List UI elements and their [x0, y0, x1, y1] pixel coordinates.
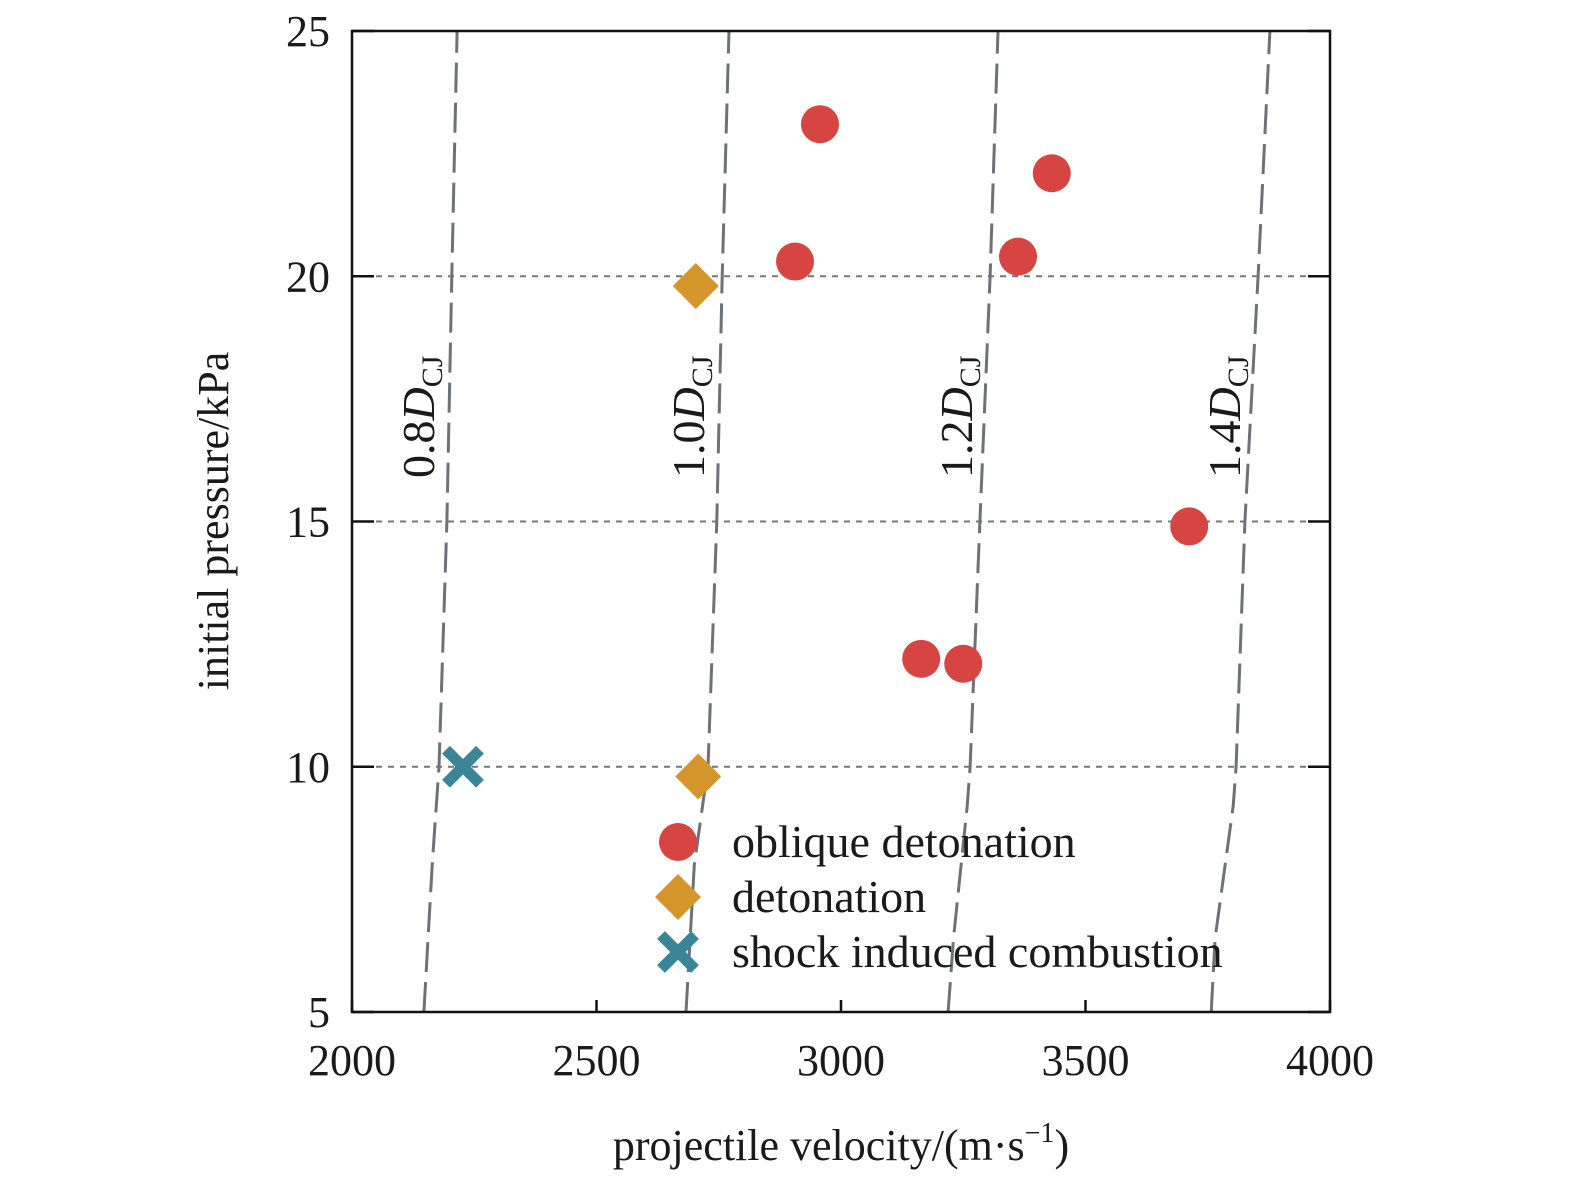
data-point-diamond: [672, 263, 719, 310]
data-point-circle: [944, 644, 983, 683]
legend-label: detonation: [732, 871, 926, 922]
data-points: [442, 105, 1209, 800]
data-point-circle: [999, 237, 1038, 276]
data-point-circle: [902, 639, 941, 678]
legend-marker-cross: [657, 931, 699, 973]
reference-curve-label: 0.8DCJ: [393, 355, 449, 478]
data-point-cross: [442, 745, 484, 788]
y-tick-label: 5: [308, 988, 330, 1037]
x-tick-label: 3500: [1042, 1036, 1130, 1085]
reference-curve: [422, 30, 459, 1013]
legend-label: oblique detonation: [732, 816, 1076, 867]
reference-curve: [946, 30, 1000, 1013]
y-tick-label: 10: [286, 743, 330, 792]
x-tick-label: 4000: [1286, 1036, 1374, 1085]
legend-marker-diamond: [655, 874, 701, 920]
x-tick-label: 2000: [308, 1036, 396, 1085]
reference-curve-label: 1.0DCJ: [663, 355, 719, 478]
data-point-diamond: [675, 753, 722, 800]
x-tick-label: 3000: [797, 1036, 885, 1085]
x-axis-label: projectile velocity/(m·s−1): [613, 1118, 1069, 1170]
data-point-circle: [800, 105, 839, 144]
reference-curve-label: 1.2DCJ: [931, 355, 987, 478]
x-tick-label: 2500: [553, 1036, 641, 1085]
reference-curve-label: 1.4DCJ: [1199, 355, 1255, 478]
reference-curve: [1209, 30, 1272, 1013]
y-tick-label: 25: [286, 7, 330, 56]
y-tick-label: 20: [286, 252, 330, 301]
data-point-circle: [776, 242, 815, 281]
legend-marker-circle: [659, 823, 697, 861]
y-tick-label: 15: [286, 498, 330, 547]
axis-ticks: 2000 2500 3000 3500 4000 5 10 15 20 25: [286, 7, 1374, 1085]
y-axis-label: initial pressure/kPa: [189, 352, 238, 691]
data-point-circle: [1032, 154, 1071, 193]
data-point-circle: [1170, 507, 1209, 546]
legend-label: shock induced combustion: [732, 926, 1223, 977]
